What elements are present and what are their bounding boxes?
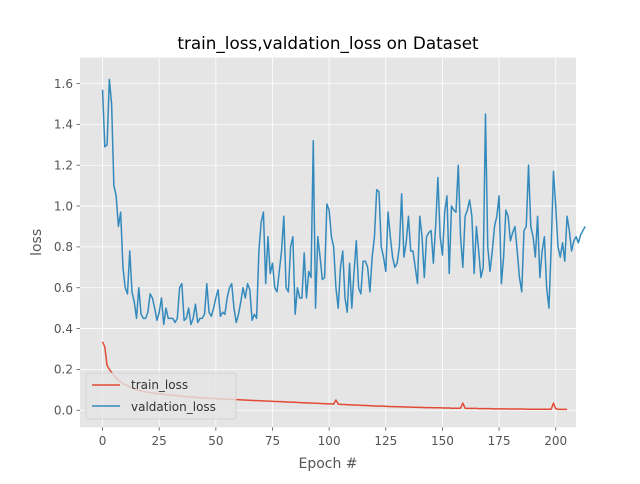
y-tick-label: 0.0 xyxy=(54,404,73,418)
axes-background xyxy=(80,57,576,428)
legend-label-train: train_loss xyxy=(131,378,188,392)
x-tick-label: 50 xyxy=(208,434,223,448)
y-tick-label: 0.2 xyxy=(54,363,73,377)
x-tick-label: 25 xyxy=(152,434,167,448)
x-tick-label: 100 xyxy=(318,434,341,448)
x-tick-label: 200 xyxy=(544,434,567,448)
x-tick-label: 75 xyxy=(265,434,280,448)
x-tick-label: 125 xyxy=(374,434,397,448)
legend-frame xyxy=(85,372,237,420)
legend-label-val: valdation_loss xyxy=(131,400,216,414)
y-tick-label: 0.6 xyxy=(54,281,73,295)
legend: train_loss valdation_loss xyxy=(85,372,237,420)
y-tick-label: 0.8 xyxy=(54,240,73,254)
y-tick-label: 1.4 xyxy=(54,118,73,132)
x-tick-label: 150 xyxy=(431,434,454,448)
x-tick-label: 175 xyxy=(488,434,511,448)
y-tick-label: 1.2 xyxy=(54,159,73,173)
y-tick-label: 0.4 xyxy=(54,322,73,336)
y-axis-label: loss xyxy=(29,229,45,256)
x-axis-label: Epoch # xyxy=(298,456,357,472)
x-tick-label: 0 xyxy=(99,434,107,448)
ticks: 0 25 50 75 100 125 150 175 200 0.0 0.2 0.4 0.6 0.8 1.0… xyxy=(54,77,567,448)
y-tick-label: 1.0 xyxy=(54,199,73,213)
chart-title: train_loss,valdation_loss on Dataset xyxy=(177,33,479,54)
y-tick-label: 1.6 xyxy=(54,77,73,91)
valdation-loss-line xyxy=(101,78,586,326)
